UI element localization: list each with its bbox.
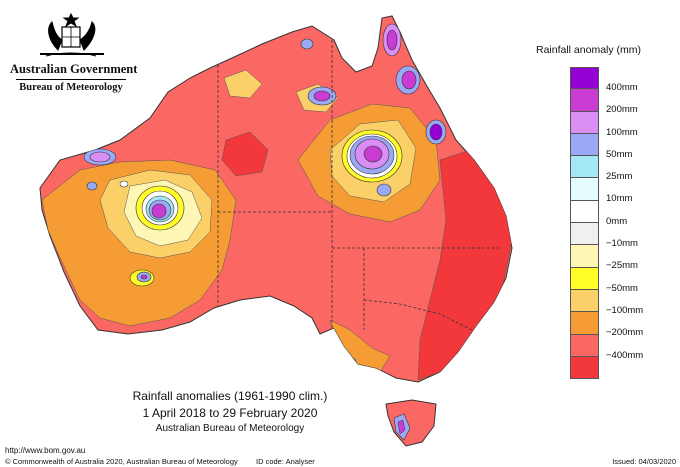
legend-swatch [570,200,599,224]
legend-row: 0mm [570,200,674,227]
central-deficit-zone [221,131,269,177]
legend-swatch [570,312,599,335]
queensland-inland-surplus [341,129,403,197]
legend-swatch [570,245,599,268]
top-end-amber-zone [223,69,263,99]
legend-row: 200mm [570,89,674,115]
legend-row: 10mm [570,178,674,204]
legend-label: −200mm [606,327,644,339]
government-logo: Australian Government Bureau of Meteorol… [10,10,138,93]
legend-swatch [570,289,599,313]
legend-swatch [570,156,599,179]
footer: © Commonwealth of Australia 2020, Austra… [0,457,680,467]
legend-row [570,356,674,380]
coat-of-arms-icon [40,12,104,57]
goldfields-surplus [129,269,155,287]
legend-label: −100mm [606,304,644,316]
legend-label: 200mm [606,104,638,116]
legend-title: Rainfall anomaly (mm) [536,44,642,56]
legend-label: 25mm [606,171,633,183]
victoria-coast-surplus [347,357,357,367]
tasmania [385,399,437,447]
legend-label: 100mm [606,126,638,138]
gulf-surplus [300,38,337,106]
legend-label: −25mm [606,260,638,272]
state-borders [217,30,500,331]
legend-row: −100mm [570,289,674,316]
legend-row: 400mm [570,67,674,93]
legend-swatch [570,267,599,290]
id-code-text: ID code: Analyser [256,457,315,466]
map-title: Rainfall anomalies (1961-1990 clim.) [132,389,328,403]
legend-label: 10mm [606,193,633,205]
rainfall-legend: 400mm 200mm 100mm 50mm 25mm 10mm 0mm −10mm −25mm… [570,67,674,380]
legend-swatch [570,334,599,357]
website-url[interactable]: http://www.bom.gov.au [5,446,86,455]
legend-label: 0mm [606,215,628,227]
legend-swatch [570,356,599,380]
copyright-text: © Commonwealth of Australia 2020, Austra… [5,457,238,466]
legend-row: 100mm [570,111,674,138]
anomaly-contours [41,23,512,381]
legend-row: −200mm [570,312,674,338]
legend-label: −400mm [606,349,644,361]
legend-swatch [570,67,599,90]
org-title: Australian Government [10,62,138,76]
legend-swatch [570,223,599,246]
legend-swatch [570,178,599,201]
legend-row: −50mm [570,267,674,294]
map-period: 1 April 2018 to 29 February 2020 [142,406,318,420]
legend-row: −400mm [570,334,674,361]
org-subtitle: Bureau of Meteorology [19,82,123,93]
pilbara-surplus [135,185,185,231]
legend-label: 400mm [606,82,638,93]
legend-row: 25mm [570,156,674,182]
legend-label: −10mm [606,238,638,250]
legend-swatch [570,89,599,112]
legend-label: −50mm [606,282,638,294]
legend-label: 50mm [606,148,633,160]
legend-swatch [570,133,599,157]
legend-row: −25mm [570,245,674,271]
logo-divider [16,79,126,80]
legend-row: −10mm [570,223,674,249]
issued-date-text: Issued: 04/03/2020 [612,457,676,466]
legend-row: 50mm [570,133,674,160]
map-source: Australian Bureau of Meteorology [155,423,305,434]
legend-swatch [570,111,599,134]
kimberley-coast-surplus [83,148,129,191]
cape-york-surplus [382,23,447,145]
